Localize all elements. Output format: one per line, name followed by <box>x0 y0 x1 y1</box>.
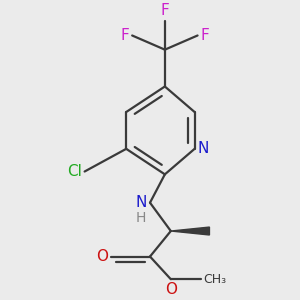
Polygon shape <box>171 227 209 235</box>
Text: Cl: Cl <box>67 164 82 179</box>
Text: N: N <box>198 141 209 156</box>
Text: O: O <box>165 282 177 297</box>
Text: CH₃: CH₃ <box>203 273 226 286</box>
Text: O: O <box>96 249 108 264</box>
Text: N: N <box>136 195 147 210</box>
Text: F: F <box>200 28 209 43</box>
Text: F: F <box>120 28 129 43</box>
Text: H: H <box>135 211 146 225</box>
Text: F: F <box>160 4 169 19</box>
